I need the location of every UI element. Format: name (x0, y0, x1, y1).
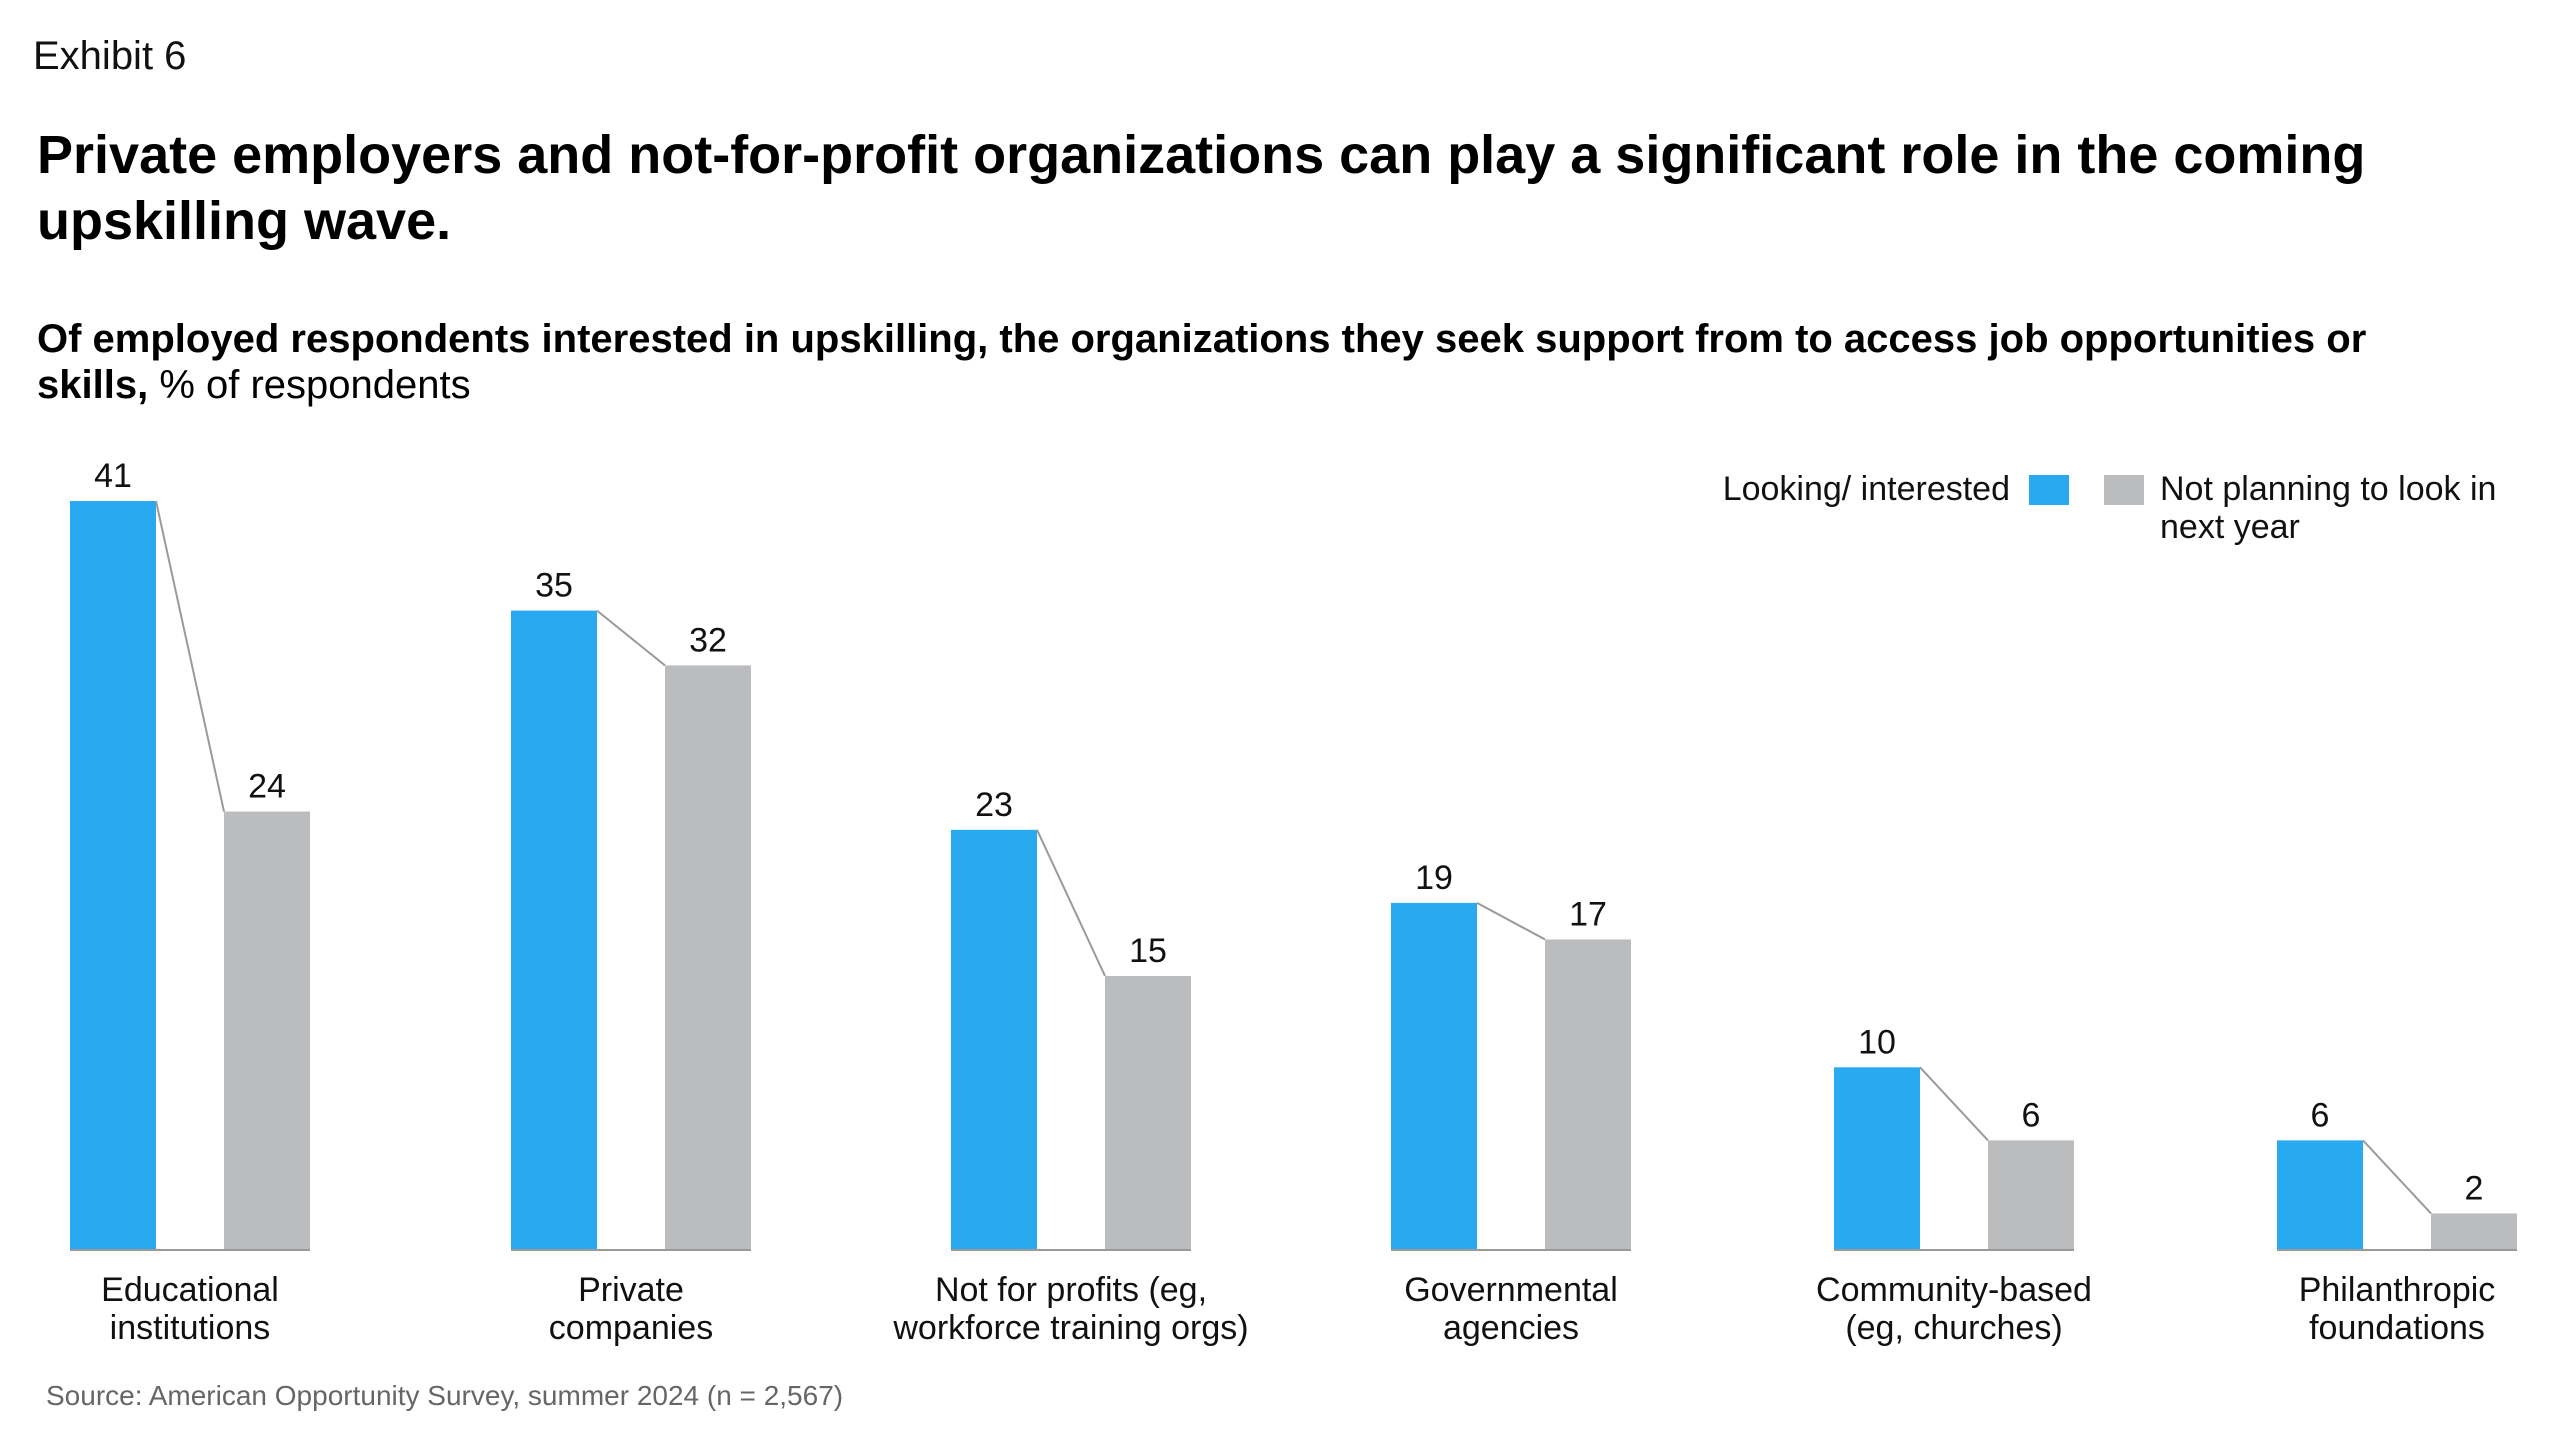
data-label-looking: 19 (1415, 859, 1453, 897)
data-label-not-planning: 15 (1129, 932, 1167, 970)
legend-swatch-looking (2029, 475, 2069, 505)
bar-looking (511, 610, 597, 1250)
connector-line (1476, 902, 1546, 941)
category-label: Philanthropic (2299, 1271, 2496, 1309)
bar-not-planning (1545, 939, 1631, 1250)
data-label-not-planning: 24 (248, 768, 286, 806)
category-label: Not for profits (eg, (935, 1271, 1207, 1309)
connector-line (1919, 1066, 1989, 1142)
legend-label-not-planning: Not planning to look in next year (2160, 470, 2497, 546)
data-label-not-planning: 32 (689, 621, 727, 659)
category-label: agencies (1443, 1309, 1579, 1347)
connector-line (1036, 829, 1106, 977)
data-label-not-planning: 2 (2465, 1169, 2484, 1207)
category-label: Governmental (1404, 1271, 1618, 1309)
category-label: Community-based (1816, 1271, 2092, 1309)
connector-line (155, 500, 225, 812)
bar-looking (1391, 902, 1477, 1250)
bar-looking (951, 829, 1037, 1250)
subtitle-bold: Of employed respondents interested in up… (37, 317, 2367, 407)
connector-line (2362, 1139, 2432, 1215)
connector-line (596, 609, 666, 667)
bar-not-planning (1105, 975, 1191, 1250)
data-label-looking: 6 (2311, 1096, 2330, 1134)
category-label: (eg, churches) (1845, 1309, 2062, 1347)
bar-not-planning (224, 811, 310, 1250)
bar-looking (1834, 1067, 1920, 1250)
source-note: Source: American Opportunity Survey, sum… (46, 1380, 844, 1411)
category-label: workforce training orgs) (892, 1309, 1248, 1347)
data-label-looking: 23 (975, 786, 1013, 824)
legend-label-looking: Looking/ interested (1722, 470, 2010, 508)
data-label-not-planning: 6 (2022, 1096, 2041, 1134)
data-label-looking: 10 (1858, 1023, 1896, 1061)
category-label: Educational (101, 1271, 279, 1309)
category-label: institutions (110, 1309, 271, 1347)
bar-not-planning (1988, 1140, 2074, 1250)
bar-looking (2277, 1140, 2363, 1250)
bar-not-planning (665, 665, 751, 1250)
data-label-looking: 41 (94, 457, 132, 495)
legend-swatch-not-planning (2104, 475, 2144, 505)
category-label: companies (549, 1309, 713, 1347)
category-label: foundations (2309, 1309, 2485, 1347)
bar-looking (70, 501, 156, 1250)
chart-subtitle: Of employed respondents interested in up… (37, 316, 2477, 408)
data-label-looking: 35 (535, 567, 573, 605)
bar-not-planning (2431, 1213, 2517, 1250)
subtitle-unit: % of respondents (148, 363, 471, 407)
data-label-not-planning: 17 (1569, 895, 1607, 933)
category-label: Private (578, 1271, 684, 1309)
chart-headline: Private employers and not-for-profit org… (37, 125, 2366, 251)
exhibit-label: Exhibit 6 (33, 34, 187, 78)
